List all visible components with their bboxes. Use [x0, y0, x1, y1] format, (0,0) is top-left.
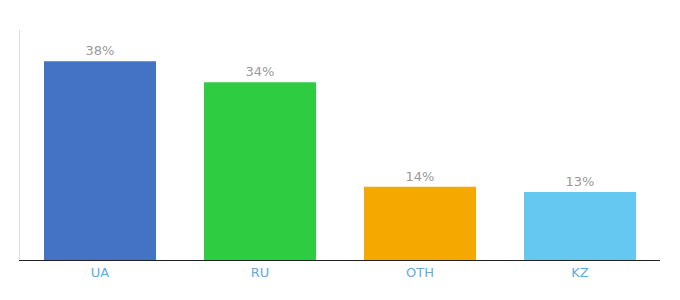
svg-text:38%: 38%	[86, 43, 115, 58]
svg-text:OTH: OTH	[406, 265, 434, 280]
svg-text:UA: UA	[91, 265, 110, 280]
svg-text:13%: 13%	[566, 174, 595, 189]
svg-text:14%: 14%	[406, 169, 435, 184]
svg-text:RU: RU	[251, 265, 270, 280]
svg-text:KZ: KZ	[571, 265, 589, 280]
svg-text:34%: 34%	[246, 64, 275, 79]
